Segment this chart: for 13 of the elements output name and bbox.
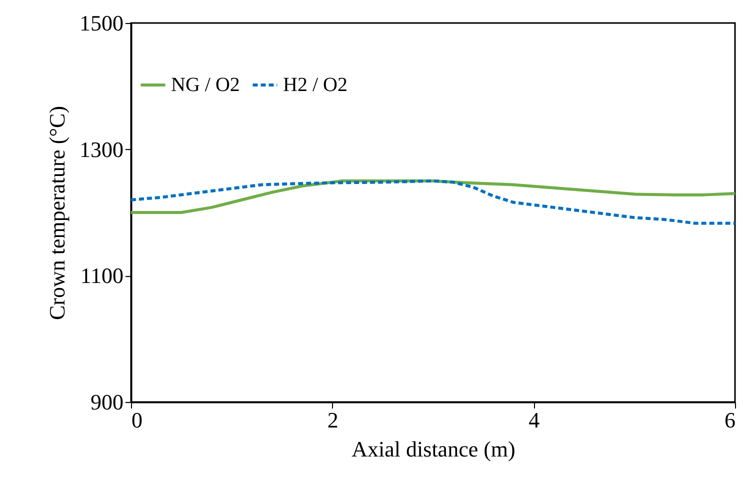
y-tick-label: 1100 bbox=[80, 263, 124, 288]
legend-label: NG / O2 bbox=[171, 74, 240, 96]
x-tick-label: 0 bbox=[132, 408, 142, 432]
x-tick-label: 2 bbox=[327, 408, 338, 432]
y-axis-title: Crown temperature (°C) bbox=[44, 106, 70, 320]
x-tick-label: 4 bbox=[528, 408, 540, 432]
y-tick-label: 1500 bbox=[80, 10, 124, 36]
x-tick-label: 6 bbox=[724, 408, 736, 432]
legend-label: H2 / O2 bbox=[283, 74, 348, 96]
y-tick-label: 900 bbox=[90, 390, 124, 414]
line-series bbox=[130, 179, 736, 225]
y-tick-label: 1300 bbox=[80, 136, 124, 162]
x-axis-title: Axial distance (m) bbox=[352, 436, 516, 462]
